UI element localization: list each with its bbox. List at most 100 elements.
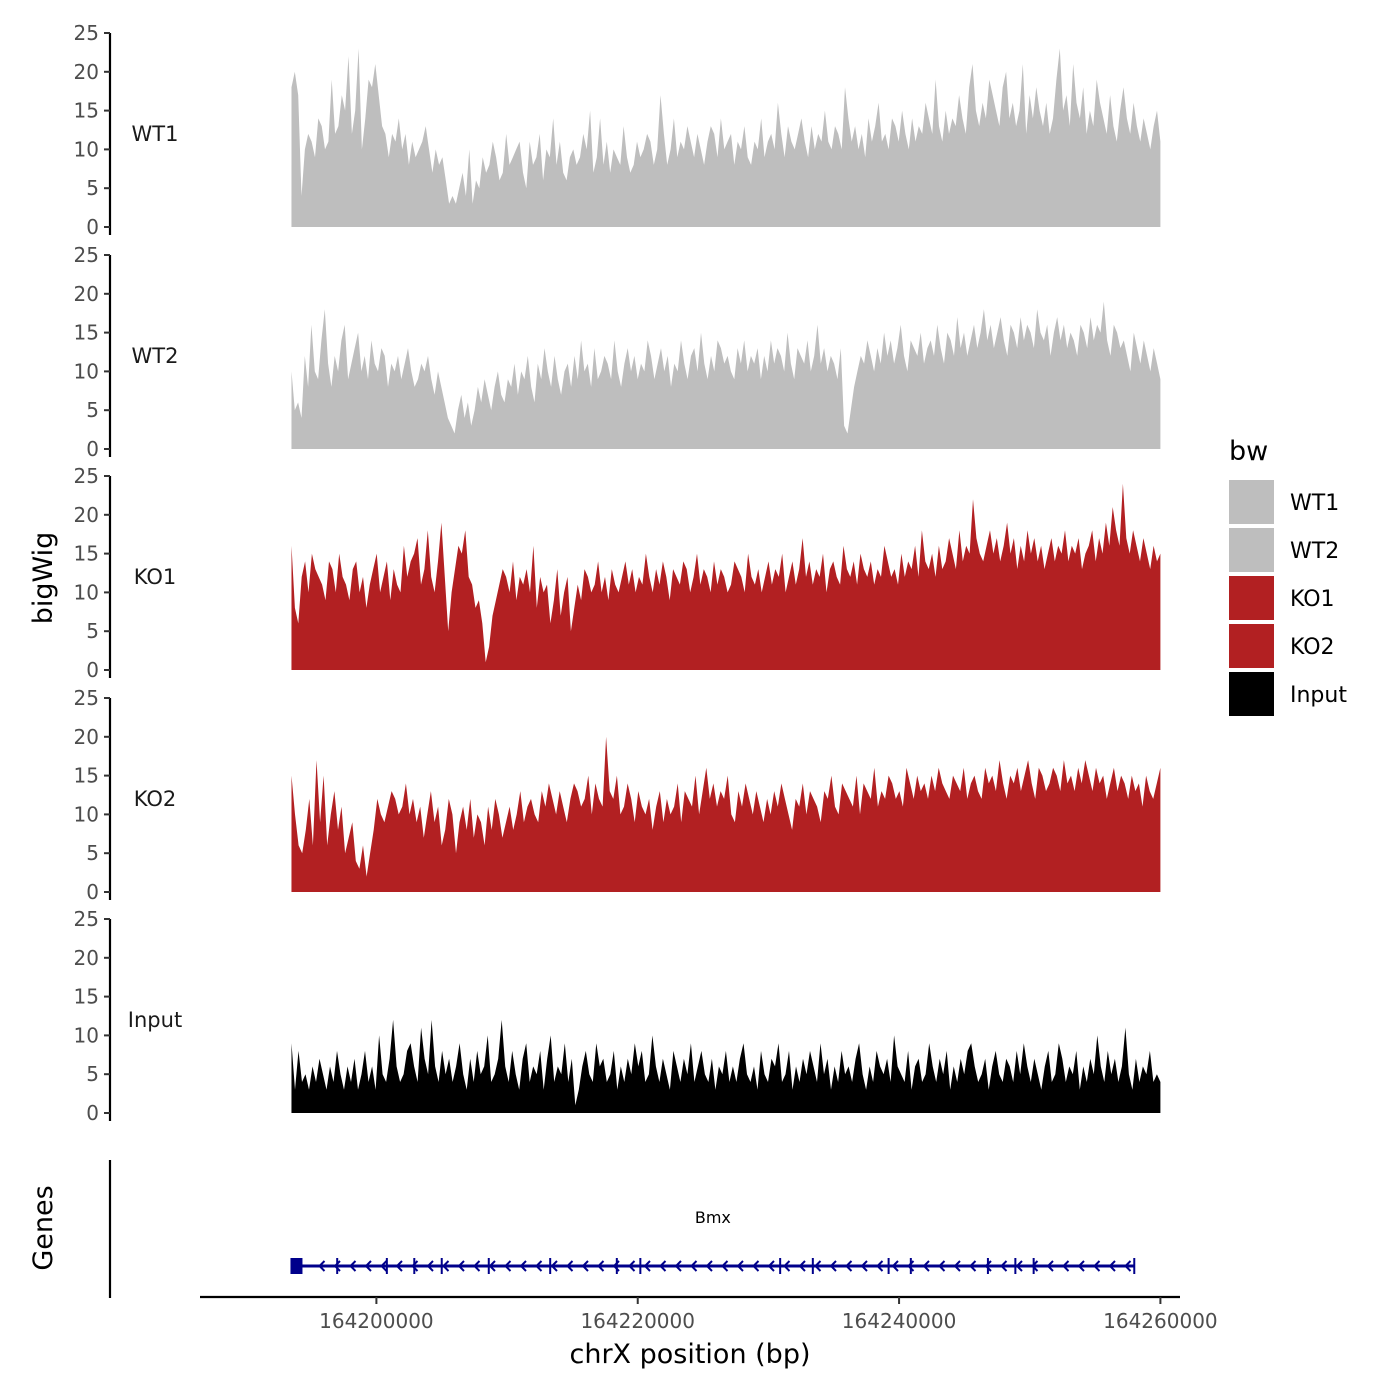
track-area-wt1 <box>291 48 1161 227</box>
track-label: Input <box>128 1008 182 1032</box>
track-label: WT2 <box>132 344 179 368</box>
strand-arrow <box>752 1260 760 1272</box>
strand-arrow <box>783 1260 791 1272</box>
track-label: WT1 <box>132 122 179 146</box>
strand-arrow <box>550 1260 558 1272</box>
track-area-ko1 <box>291 483 1161 670</box>
legend-label-wt2: WT2 <box>1290 539 1339 564</box>
y-tick-label: 15 <box>74 764 99 788</box>
strand-arrow <box>473 1260 481 1272</box>
strand-arrow <box>891 1260 899 1272</box>
legend-swatch-wt2 <box>1229 528 1274 572</box>
y-tick-label: 0 <box>86 880 99 904</box>
strand-arrow <box>333 1260 341 1272</box>
strand-arrow <box>736 1260 744 1272</box>
strand-arrow <box>721 1260 729 1272</box>
strand-arrow <box>1031 1260 1039 1272</box>
y-tick-label: 25 <box>74 243 99 267</box>
strand-arrow <box>984 1260 992 1272</box>
track-ko2: 0 5 10 15 20 25 KO2 <box>74 686 1161 904</box>
x-axis: 164200000 164220000 164240000 164260000 <box>200 1295 1218 1333</box>
strand-arrow <box>488 1260 496 1272</box>
track-label: KO1 <box>134 565 177 589</box>
legend-label-wt1: WT1 <box>1290 491 1339 516</box>
track-area-input <box>291 1019 1161 1113</box>
strand-arrow <box>767 1260 775 1272</box>
gene-label: Bmx <box>695 1208 731 1227</box>
legend: bw WT1 WT2 KO1 KO2 Input <box>1229 436 1347 716</box>
y-tick-label: 5 <box>86 841 99 865</box>
strand-arrow <box>1015 1260 1023 1272</box>
track-wt2: 0 5 10 15 20 25 WT2 <box>74 243 1161 461</box>
strand-arrow <box>1093 1260 1101 1272</box>
genes-axis-title: Genes <box>28 1185 59 1270</box>
y-tick-label: 0 <box>86 215 99 239</box>
tracks-layer: 0 5 10 15 20 25 WT1 0 5 10 15 20 25 WT2 0 5 10 15 20 25 KO1 0… <box>74 21 1161 1125</box>
y-tick-label: 15 <box>74 985 99 1009</box>
strand-arrow <box>535 1260 543 1272</box>
y-tick-label: 5 <box>86 398 99 422</box>
track-area-ko2 <box>291 736 1161 892</box>
y-tick-label: 25 <box>74 464 99 488</box>
strand-arrow <box>457 1260 465 1272</box>
legend-label-input: Input <box>1290 683 1347 708</box>
x-tick-label: 164240000 <box>842 1309 957 1333</box>
strand-arrow <box>1000 1260 1008 1272</box>
legend-title: bw <box>1229 436 1268 467</box>
y-tick-label: 20 <box>74 60 99 84</box>
strand-arrow <box>395 1260 403 1272</box>
strand-arrow <box>845 1260 853 1272</box>
strand-arrow <box>938 1260 946 1272</box>
legend-label-ko2: KO2 <box>1290 635 1335 660</box>
strand-arrow <box>519 1260 527 1272</box>
strand-arrow <box>411 1260 419 1272</box>
strand-arrow <box>643 1260 651 1272</box>
y-tick-label: 10 <box>74 802 99 826</box>
x-tick-label: 164200000 <box>319 1309 434 1333</box>
strand-arrow <box>628 1260 636 1272</box>
y-tick-label: 5 <box>86 1062 99 1086</box>
y-tick-label: 10 <box>74 1023 99 1047</box>
strand-arrow <box>504 1260 512 1272</box>
y-tick-label: 15 <box>74 99 99 123</box>
track-wt1: 0 5 10 15 20 25 WT1 <box>74 21 1161 239</box>
legend-label-ko1: KO1 <box>1290 587 1335 612</box>
strand-arrow <box>318 1260 326 1272</box>
strand-arrow <box>1108 1260 1116 1272</box>
gene-bmx: Bmx <box>290 1208 1136 1274</box>
y-tick-label: 20 <box>74 282 99 306</box>
y-tick-label: 20 <box>74 946 99 970</box>
strand-arrow <box>690 1260 698 1272</box>
y-tick-label: 0 <box>86 437 99 461</box>
strand-arrow <box>349 1260 357 1272</box>
strand-arrow <box>364 1260 372 1272</box>
y-tick-label: 0 <box>86 1101 99 1125</box>
strand-arrow <box>581 1260 589 1272</box>
y-tick-label: 15 <box>74 542 99 566</box>
strand-arrow <box>1062 1260 1070 1272</box>
strand-arrow <box>705 1260 713 1272</box>
strand-arrow <box>597 1260 605 1272</box>
strand-arrow <box>829 1260 837 1272</box>
strand-arrow <box>953 1260 961 1272</box>
legend-swatch-wt1 <box>1229 480 1274 524</box>
y-tick-label: 25 <box>74 907 99 931</box>
y-tick-label: 10 <box>74 580 99 604</box>
strand-arrow <box>907 1260 915 1272</box>
strand-arrow <box>876 1260 884 1272</box>
gene-exon-block <box>291 1258 303 1274</box>
y-tick-label: 15 <box>74 321 99 345</box>
strand-arrow <box>860 1260 868 1272</box>
strand-arrow <box>659 1260 667 1272</box>
strand-arrow <box>798 1260 806 1272</box>
track-input: 0 5 10 15 20 25 Input <box>74 907 1161 1125</box>
strand-arrow <box>380 1260 388 1272</box>
x-tick-label: 164220000 <box>580 1309 695 1333</box>
legend-swatch-ko2 <box>1229 624 1274 668</box>
y-tick-label: 25 <box>74 21 99 45</box>
strand-arrow <box>426 1260 434 1272</box>
y-tick-label: 5 <box>86 176 99 200</box>
y-tick-label: 20 <box>74 503 99 527</box>
strand-arrow <box>674 1260 682 1272</box>
strand-arrow <box>922 1260 930 1272</box>
